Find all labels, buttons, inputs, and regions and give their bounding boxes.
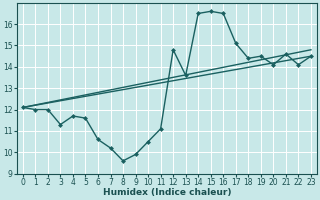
- X-axis label: Humidex (Indice chaleur): Humidex (Indice chaleur): [103, 188, 231, 197]
